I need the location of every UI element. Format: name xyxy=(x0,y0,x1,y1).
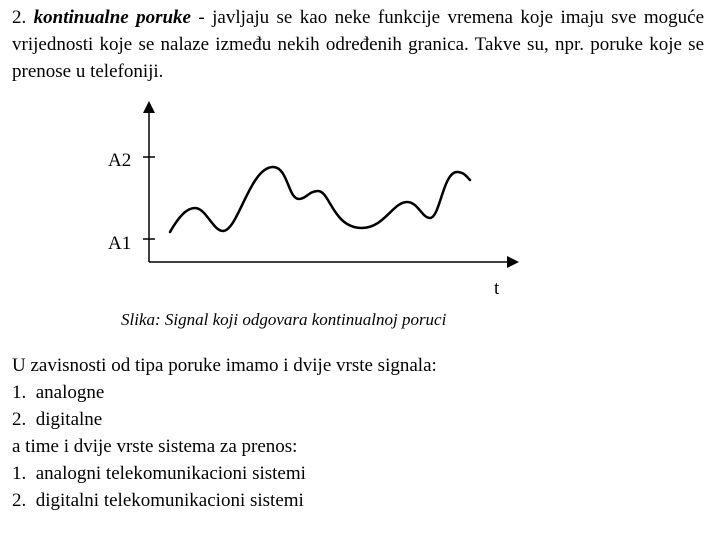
system-types-intro: a time i dvije vrste sistema za prenos: xyxy=(12,436,298,457)
list-item: 2. digitalne xyxy=(12,409,103,430)
list-item: 2. digitalni telekomunikacioni sistemi xyxy=(12,490,304,511)
signal-wave xyxy=(168,165,472,234)
intro-number: 2. xyxy=(12,7,27,28)
list-item: 1. analogni telekomunikacioni sistemi xyxy=(12,463,306,484)
signal-types-section: U zavisnosti od tipa poruke imamo i dvij… xyxy=(12,352,704,514)
label-a2: A2 xyxy=(108,150,131,171)
intro-text: - javljaju se kao neke funkcije vremena … xyxy=(12,7,705,82)
y-axis-arrow xyxy=(143,101,155,113)
intro-term: kontinualne poruke xyxy=(33,7,191,28)
figure-caption: Slika: Signal koji odgovara kontinualnoj… xyxy=(121,310,447,329)
label-t: t xyxy=(494,278,500,299)
label-a1: A1 xyxy=(108,233,131,254)
intro-paragraph: 2. kontinualne poruke - javljaju se kao … xyxy=(12,4,704,85)
signal-types-intro: U zavisnosti od tipa poruke imamo i dvij… xyxy=(12,355,437,376)
list-item: 1. analogne xyxy=(12,382,105,403)
x-axis-arrow xyxy=(507,256,519,268)
